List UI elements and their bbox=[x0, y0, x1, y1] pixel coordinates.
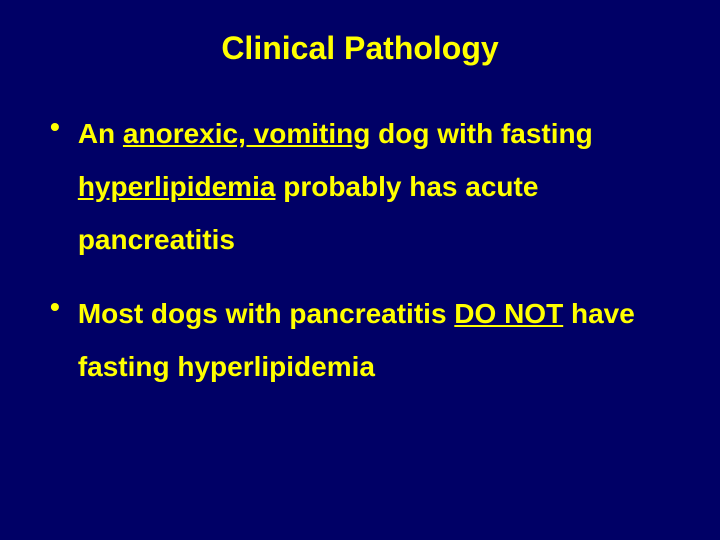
bullet-marker: • bbox=[50, 287, 60, 326]
plain-text: Most dogs with pancreatitis bbox=[78, 298, 454, 329]
bullet-marker: • bbox=[50, 107, 60, 146]
plain-text: An bbox=[78, 118, 123, 149]
underlined-text: anorexic, vomiting bbox=[123, 118, 370, 149]
plain-text: dog with fasting bbox=[370, 118, 592, 149]
bullet-item: • An anorexic, vomiting dog with fasting… bbox=[50, 107, 690, 267]
bullet-item: • Most dogs with pancreatitis DO NOT hav… bbox=[50, 287, 690, 393]
slide-title: Clinical Pathology bbox=[30, 30, 690, 67]
slide-content: • An anorexic, vomiting dog with fasting… bbox=[30, 107, 690, 393]
underlined-text: hyperlipidemia bbox=[78, 171, 276, 202]
bullet-text: Most dogs with pancreatitis DO NOT have … bbox=[78, 287, 690, 393]
bullet-text: An anorexic, vomiting dog with fasting h… bbox=[78, 107, 690, 267]
underlined-text: DO NOT bbox=[454, 298, 563, 329]
